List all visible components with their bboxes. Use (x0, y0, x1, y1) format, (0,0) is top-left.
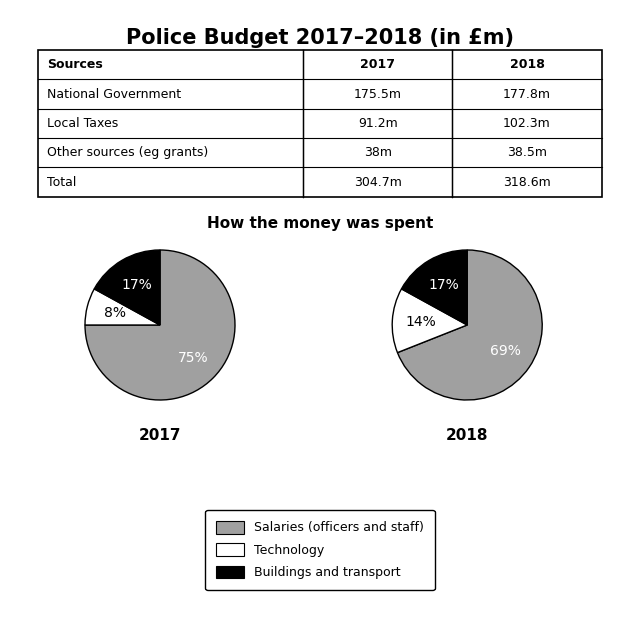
Text: 177.8m: 177.8m (503, 88, 551, 101)
Text: 91.2m: 91.2m (358, 117, 397, 130)
Text: 8%: 8% (104, 306, 126, 321)
Text: 318.6m: 318.6m (503, 176, 551, 189)
Text: 2017: 2017 (139, 428, 181, 443)
Text: 38m: 38m (364, 146, 392, 159)
Text: 2017: 2017 (360, 58, 396, 71)
Text: 38.5m: 38.5m (507, 146, 547, 159)
Text: 17%: 17% (428, 278, 459, 292)
Text: How the money was spent: How the money was spent (207, 216, 433, 231)
Wedge shape (397, 250, 542, 400)
Text: 2018: 2018 (509, 58, 545, 71)
Text: 304.7m: 304.7m (354, 176, 402, 189)
Wedge shape (94, 250, 160, 325)
Text: 14%: 14% (405, 315, 436, 329)
Wedge shape (85, 250, 235, 400)
Text: Local Taxes: Local Taxes (47, 117, 118, 130)
Wedge shape (85, 289, 160, 325)
Text: 175.5m: 175.5m (354, 88, 402, 101)
Text: 2018: 2018 (446, 428, 488, 443)
Text: Total: Total (47, 176, 76, 189)
Text: 102.3m: 102.3m (503, 117, 551, 130)
Legend: Salaries (officers and staff), Technology, Buildings and transport: Salaries (officers and staff), Technolog… (205, 509, 435, 591)
Text: 75%: 75% (177, 351, 208, 365)
Text: 17%: 17% (121, 278, 152, 292)
Wedge shape (392, 289, 467, 352)
Text: Other sources (eg grants): Other sources (eg grants) (47, 146, 208, 159)
Text: 69%: 69% (490, 344, 521, 358)
Text: Police Budget 2017–2018 (in £m): Police Budget 2017–2018 (in £m) (126, 28, 514, 48)
Text: National Government: National Government (47, 88, 181, 101)
Text: Sources: Sources (47, 58, 102, 71)
Wedge shape (401, 250, 467, 325)
